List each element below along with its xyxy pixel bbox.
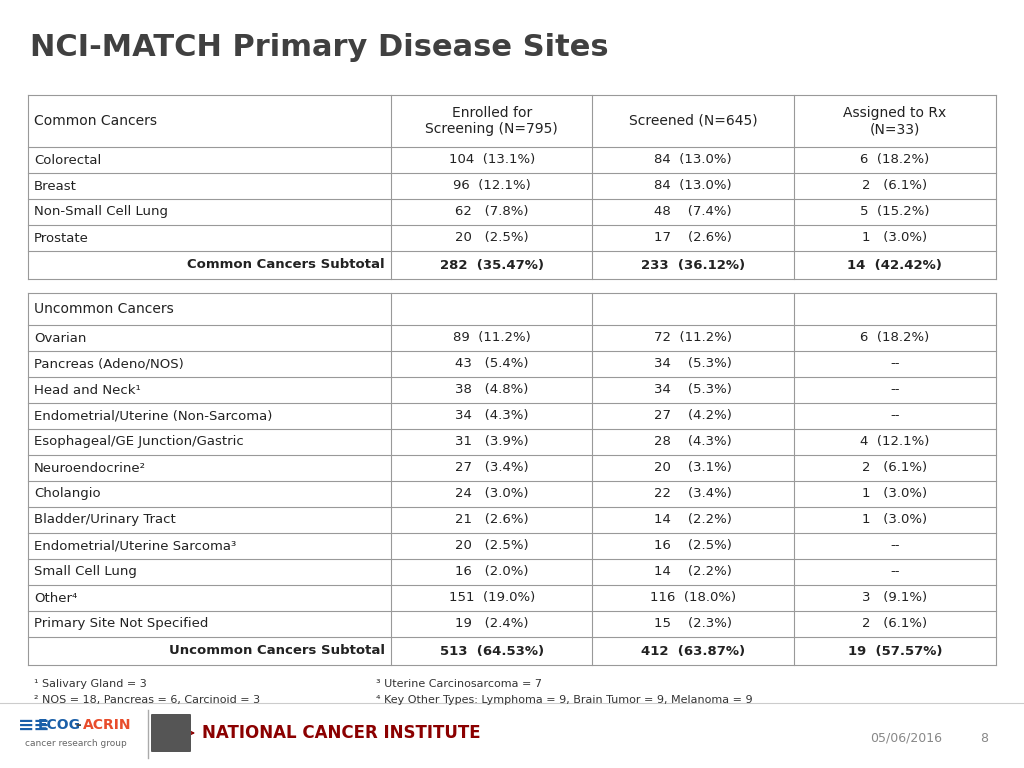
Text: Neuroendocrine²: Neuroendocrine²	[34, 462, 146, 475]
Text: Prostate: Prostate	[34, 231, 89, 244]
Text: 5  (15.2%): 5 (15.2%)	[860, 206, 930, 219]
Text: NIH: NIH	[160, 728, 182, 738]
Text: ³ Uterine Carcinosarcoma = 7: ³ Uterine Carcinosarcoma = 7	[377, 679, 543, 689]
Text: 31   (3.9%): 31 (3.9%)	[455, 435, 528, 449]
Text: Non-Small Cell Lung: Non-Small Cell Lung	[34, 206, 168, 219]
Text: 4  (12.1%): 4 (12.1%)	[860, 435, 930, 449]
Text: Assigned to Rx
(N=33): Assigned to Rx (N=33)	[843, 106, 946, 136]
Text: ⁴ Key Other Types: Lymphoma = 9, Brain Tumor = 9, Melanoma = 9: ⁴ Key Other Types: Lymphoma = 9, Brain T…	[377, 695, 753, 705]
Text: 34    (5.3%): 34 (5.3%)	[654, 383, 732, 396]
Text: Pancreas (Adeno/NOS): Pancreas (Adeno/NOS)	[34, 357, 183, 370]
Text: ACRIN: ACRIN	[83, 718, 131, 732]
Text: 3   (9.1%): 3 (9.1%)	[862, 591, 928, 604]
Text: 21   (2.6%): 21 (2.6%)	[455, 514, 528, 527]
Text: 17    (2.6%): 17 (2.6%)	[654, 231, 732, 244]
Text: Head and Neck¹: Head and Neck¹	[34, 383, 140, 396]
Text: 16   (2.0%): 16 (2.0%)	[455, 565, 528, 578]
FancyArrowPatch shape	[188, 730, 194, 736]
Text: 6  (18.2%): 6 (18.2%)	[860, 332, 930, 345]
Text: 20    (3.1%): 20 (3.1%)	[654, 462, 732, 475]
Text: 34    (5.3%): 34 (5.3%)	[654, 357, 732, 370]
Text: NATIONAL CANCER INSTITUTE: NATIONAL CANCER INSTITUTE	[202, 724, 480, 742]
Text: 20   (2.5%): 20 (2.5%)	[455, 539, 528, 552]
Text: Ovarian: Ovarian	[34, 332, 86, 345]
Text: 2   (6.1%): 2 (6.1%)	[862, 462, 928, 475]
Text: ¹ Salivary Gland = 3: ¹ Salivary Gland = 3	[34, 679, 146, 689]
Text: 1   (3.0%): 1 (3.0%)	[862, 231, 928, 244]
Text: Uncommon Cancers Subtotal: Uncommon Cancers Subtotal	[169, 644, 385, 657]
Text: 1   (3.0%): 1 (3.0%)	[862, 514, 928, 527]
Text: Small Cell Lung: Small Cell Lung	[34, 565, 137, 578]
Text: 72  (11.2%): 72 (11.2%)	[654, 332, 732, 345]
Text: 104  (13.1%): 104 (13.1%)	[449, 154, 535, 167]
Text: 62   (7.8%): 62 (7.8%)	[455, 206, 528, 219]
FancyBboxPatch shape	[151, 714, 191, 752]
Text: 84  (13.0%): 84 (13.0%)	[654, 180, 732, 193]
Text: 27    (4.2%): 27 (4.2%)	[654, 409, 732, 422]
Text: 6  (18.2%): 6 (18.2%)	[860, 154, 930, 167]
Text: 28    (4.3%): 28 (4.3%)	[654, 435, 732, 449]
Text: 8: 8	[980, 731, 988, 744]
Text: 24   (3.0%): 24 (3.0%)	[455, 488, 528, 501]
Text: Screened (N=645): Screened (N=645)	[629, 114, 758, 128]
Text: 15    (2.3%): 15 (2.3%)	[654, 617, 732, 631]
Text: Endometrial/Uterine Sarcoma³: Endometrial/Uterine Sarcoma³	[34, 539, 237, 552]
Text: 14    (2.2%): 14 (2.2%)	[654, 514, 732, 527]
Text: --: --	[890, 409, 900, 422]
Text: Uncommon Cancers: Uncommon Cancers	[34, 302, 174, 316]
Text: NCI-MATCH Primary Disease Sites: NCI-MATCH Primary Disease Sites	[30, 32, 608, 61]
Text: --: --	[890, 539, 900, 552]
Text: cancer research group: cancer research group	[25, 739, 127, 747]
Text: 2   (6.1%): 2 (6.1%)	[862, 617, 928, 631]
Text: 151  (19.0%): 151 (19.0%)	[449, 591, 535, 604]
Text: 22    (3.4%): 22 (3.4%)	[654, 488, 732, 501]
Text: 16    (2.5%): 16 (2.5%)	[654, 539, 732, 552]
Text: 513  (64.53%): 513 (64.53%)	[439, 644, 544, 657]
Text: Endometrial/Uterine (Non-Sarcoma): Endometrial/Uterine (Non-Sarcoma)	[34, 409, 272, 422]
Text: Colorectal: Colorectal	[34, 154, 101, 167]
Text: 14    (2.2%): 14 (2.2%)	[654, 565, 732, 578]
Text: 282  (35.47%): 282 (35.47%)	[439, 259, 544, 272]
Text: 27   (3.4%): 27 (3.4%)	[455, 462, 528, 475]
Text: ECOG: ECOG	[38, 718, 81, 732]
Text: Enrolled for
Screening (N=795): Enrolled for Screening (N=795)	[425, 106, 558, 136]
Text: --: --	[890, 383, 900, 396]
Text: 34   (4.3%): 34 (4.3%)	[455, 409, 528, 422]
Text: Breast: Breast	[34, 180, 77, 193]
Text: Common Cancers: Common Cancers	[34, 114, 157, 128]
Text: Common Cancers Subtotal: Common Cancers Subtotal	[187, 259, 385, 272]
Text: 116  (18.0%): 116 (18.0%)	[650, 591, 736, 604]
Text: Esophageal/GE Junction/Gastric: Esophageal/GE Junction/Gastric	[34, 435, 244, 449]
Text: 412  (63.87%): 412 (63.87%)	[641, 644, 745, 657]
Text: 1   (3.0%): 1 (3.0%)	[862, 488, 928, 501]
Text: 19  (57.57%): 19 (57.57%)	[848, 644, 942, 657]
Text: Bladder/Urinary Tract: Bladder/Urinary Tract	[34, 514, 176, 527]
Text: 84  (13.0%): 84 (13.0%)	[654, 154, 732, 167]
Text: 96  (12.1%): 96 (12.1%)	[453, 180, 530, 193]
Text: Other⁴: Other⁴	[34, 591, 77, 604]
Text: 05/06/2016: 05/06/2016	[870, 731, 942, 744]
Text: Primary Site Not Specified: Primary Site Not Specified	[34, 617, 208, 631]
Text: 89  (11.2%): 89 (11.2%)	[453, 332, 530, 345]
Text: --: --	[890, 357, 900, 370]
Text: 48    (7.4%): 48 (7.4%)	[654, 206, 732, 219]
Text: 38   (4.8%): 38 (4.8%)	[455, 383, 528, 396]
Text: Cholangio: Cholangio	[34, 488, 100, 501]
Text: 233  (36.12%): 233 (36.12%)	[641, 259, 745, 272]
Text: 19   (2.4%): 19 (2.4%)	[455, 617, 528, 631]
Text: 2   (6.1%): 2 (6.1%)	[862, 180, 928, 193]
Text: -: -	[75, 718, 81, 732]
Text: 14  (42.42%): 14 (42.42%)	[848, 259, 942, 272]
Text: 20   (2.5%): 20 (2.5%)	[455, 231, 528, 244]
Text: ≡≡: ≡≡	[18, 716, 51, 734]
Text: 43   (5.4%): 43 (5.4%)	[455, 357, 528, 370]
Text: --: --	[890, 565, 900, 578]
Text: ² NOS = 18, Pancreas = 6, Carcinoid = 3: ² NOS = 18, Pancreas = 6, Carcinoid = 3	[34, 695, 260, 705]
